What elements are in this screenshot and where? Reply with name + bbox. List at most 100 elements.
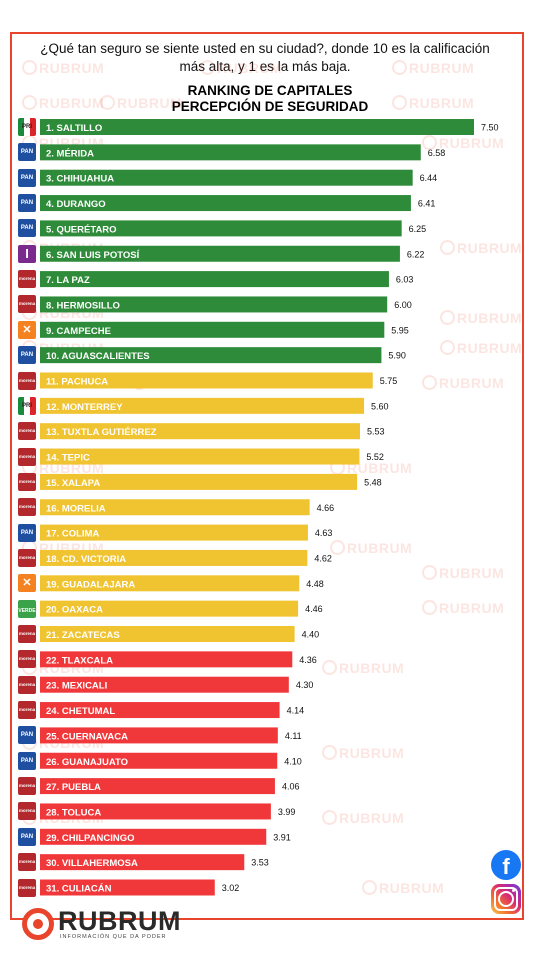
watermark-text: RUBRUM: [200, 60, 282, 76]
bar-category-label: 28. TOLUCA: [46, 807, 101, 818]
bar-category-label: 26. GUANAJUATO: [46, 757, 128, 768]
bar-value-label: 4.66: [317, 503, 335, 513]
bar: [40, 144, 421, 161]
party-logo-icon: morena: [18, 777, 36, 796]
bar: [40, 524, 308, 541]
watermark-text: RUBRUM: [422, 600, 504, 616]
bar-value-label: 4.36: [299, 655, 317, 665]
bar-category-label: 19. GUADALAJARA: [46, 579, 135, 590]
content-frame: [10, 32, 524, 920]
party-logo-icon: morena: [18, 625, 36, 643]
bar-value-label: 4.06: [282, 782, 300, 792]
bar-value-label: 4.11: [285, 731, 302, 741]
party-logo-icon: PAN: [18, 194, 36, 213]
party-logo-icon: PAN: [18, 346, 36, 365]
bar: [40, 372, 373, 389]
bar-value-label: 4.14: [287, 706, 305, 716]
party-logo-icon: morena: [18, 447, 36, 466]
bar: [40, 347, 382, 364]
party-logo-icon: PRI: [18, 118, 36, 136]
party-logo-icon: morena: [18, 675, 36, 694]
bar: [40, 803, 271, 820]
watermark-text: RUBRUM: [100, 95, 182, 111]
bar-value-label: 6.41: [418, 199, 436, 209]
watermark-text: RUBRUM: [422, 565, 504, 581]
bar-category-label: 3. CHIHUAHUA: [46, 174, 114, 185]
bar: [40, 727, 278, 744]
bar: [40, 575, 300, 592]
watermark-text: RUBRUM: [392, 60, 474, 76]
party-logo-icon: ✕: [18, 320, 36, 339]
watermark-text: RUBRUM: [22, 95, 104, 111]
bar: [40, 321, 385, 338]
bar-value-label: 5.75: [380, 376, 398, 386]
bar: [40, 778, 275, 795]
party-logo-icon: morena: [18, 878, 36, 897]
bar-category-label: 15. XALAPA: [46, 478, 100, 489]
bar: [40, 549, 308, 566]
bar-value-label: 6.03: [396, 275, 414, 285]
bar-category-label: 12. MONTERREY: [46, 402, 123, 413]
bar-value-label: 4.63: [315, 528, 333, 538]
bar-value-label: 5.60: [371, 401, 389, 411]
chart-title-line2: PERCEPCIÓN DE SEGURIDAD: [171, 99, 369, 114]
facebook-icon[interactable]: f: [491, 850, 521, 880]
bar-category-label: 17. COLIMA: [46, 529, 99, 540]
bar-value-label: 4.48: [306, 579, 324, 589]
bar: [40, 702, 280, 719]
chart-title: RANKING DE CAPITALES PERCEPCIÓN DE SEGUR…: [130, 83, 410, 115]
bar: [40, 245, 400, 262]
party-logo-icon: I: [18, 244, 36, 263]
bar: [40, 676, 289, 693]
watermark-text: RUBRUM: [22, 60, 104, 76]
bar-category-label: 21. ZACATECAS: [46, 630, 120, 641]
bar-value-label: 6.58: [428, 148, 446, 158]
party-logo-icon: morena: [18, 650, 36, 669]
watermark-text: RUBRUM: [322, 660, 404, 676]
bar-category-label: 16. MORELIA: [46, 503, 106, 514]
party-logo-icon: PAN: [18, 726, 36, 745]
party-logo-icon: PAN: [18, 523, 36, 542]
bar-category-label: 11. PACHUCA: [46, 377, 108, 388]
party-logo-icon: PAN: [18, 751, 36, 770]
party-logo-icon: morena: [18, 498, 36, 517]
bar-category-label: 6. SAN LUIS POTOSÍ: [46, 250, 140, 261]
instagram-icon[interactable]: [491, 884, 521, 914]
bar: [40, 879, 215, 896]
bar: [40, 448, 360, 465]
bar-category-label: 18. CD. VICTORIA: [46, 554, 126, 565]
watermark-text: RUBRUM: [362, 880, 444, 896]
bar-category-label: 4. DURANGO: [46, 199, 106, 210]
bar: [40, 854, 245, 871]
bar: [40, 626, 295, 642]
party-logo-icon: morena: [18, 701, 36, 720]
party-logo-icon: morena: [18, 802, 36, 821]
bar-value-label: 5.53: [367, 427, 385, 437]
bar: [40, 499, 310, 516]
bar-value-label: 5.52: [366, 452, 384, 462]
watermark-text: RUBRUM: [330, 540, 412, 556]
bar-category-label: 25. CUERNAVACA: [46, 731, 128, 742]
bar: [40, 296, 388, 313]
bar-value-label: 3.91: [273, 832, 291, 842]
bar-category-label: 1. SALTILLO: [46, 123, 102, 134]
watermark-text: RUBRUM: [440, 340, 522, 356]
bar-value-label: 4.40: [302, 630, 320, 640]
survey-question: ¿Qué tan seguro se siente usted en su ci…: [40, 41, 490, 74]
bar-value-label: 6.44: [420, 173, 438, 183]
bar-value-label: 4.62: [314, 553, 332, 563]
bar-value-label: 3.02: [222, 883, 240, 893]
party-logo-icon: PAN: [18, 168, 36, 187]
bar-category-label: 10. AGUASCALIENTES: [46, 351, 150, 362]
bar-category-label: 24. CHETUMAL: [46, 706, 115, 717]
watermark-text: RUBRUM: [440, 240, 522, 256]
bar-category-label: 23. MEXICALI: [46, 681, 107, 692]
bar: [40, 600, 299, 617]
bar-value-label: 3.53: [251, 858, 269, 868]
bar-category-label: 14. TEPIC: [46, 453, 90, 464]
bar: [40, 169, 413, 186]
bar-category-label: 13. TUXTLA GUTIÉRREZ: [46, 427, 157, 438]
party-logo-icon: VERDE: [18, 599, 36, 618]
bar: [40, 195, 411, 212]
bar-value-label: 5.95: [391, 325, 409, 335]
